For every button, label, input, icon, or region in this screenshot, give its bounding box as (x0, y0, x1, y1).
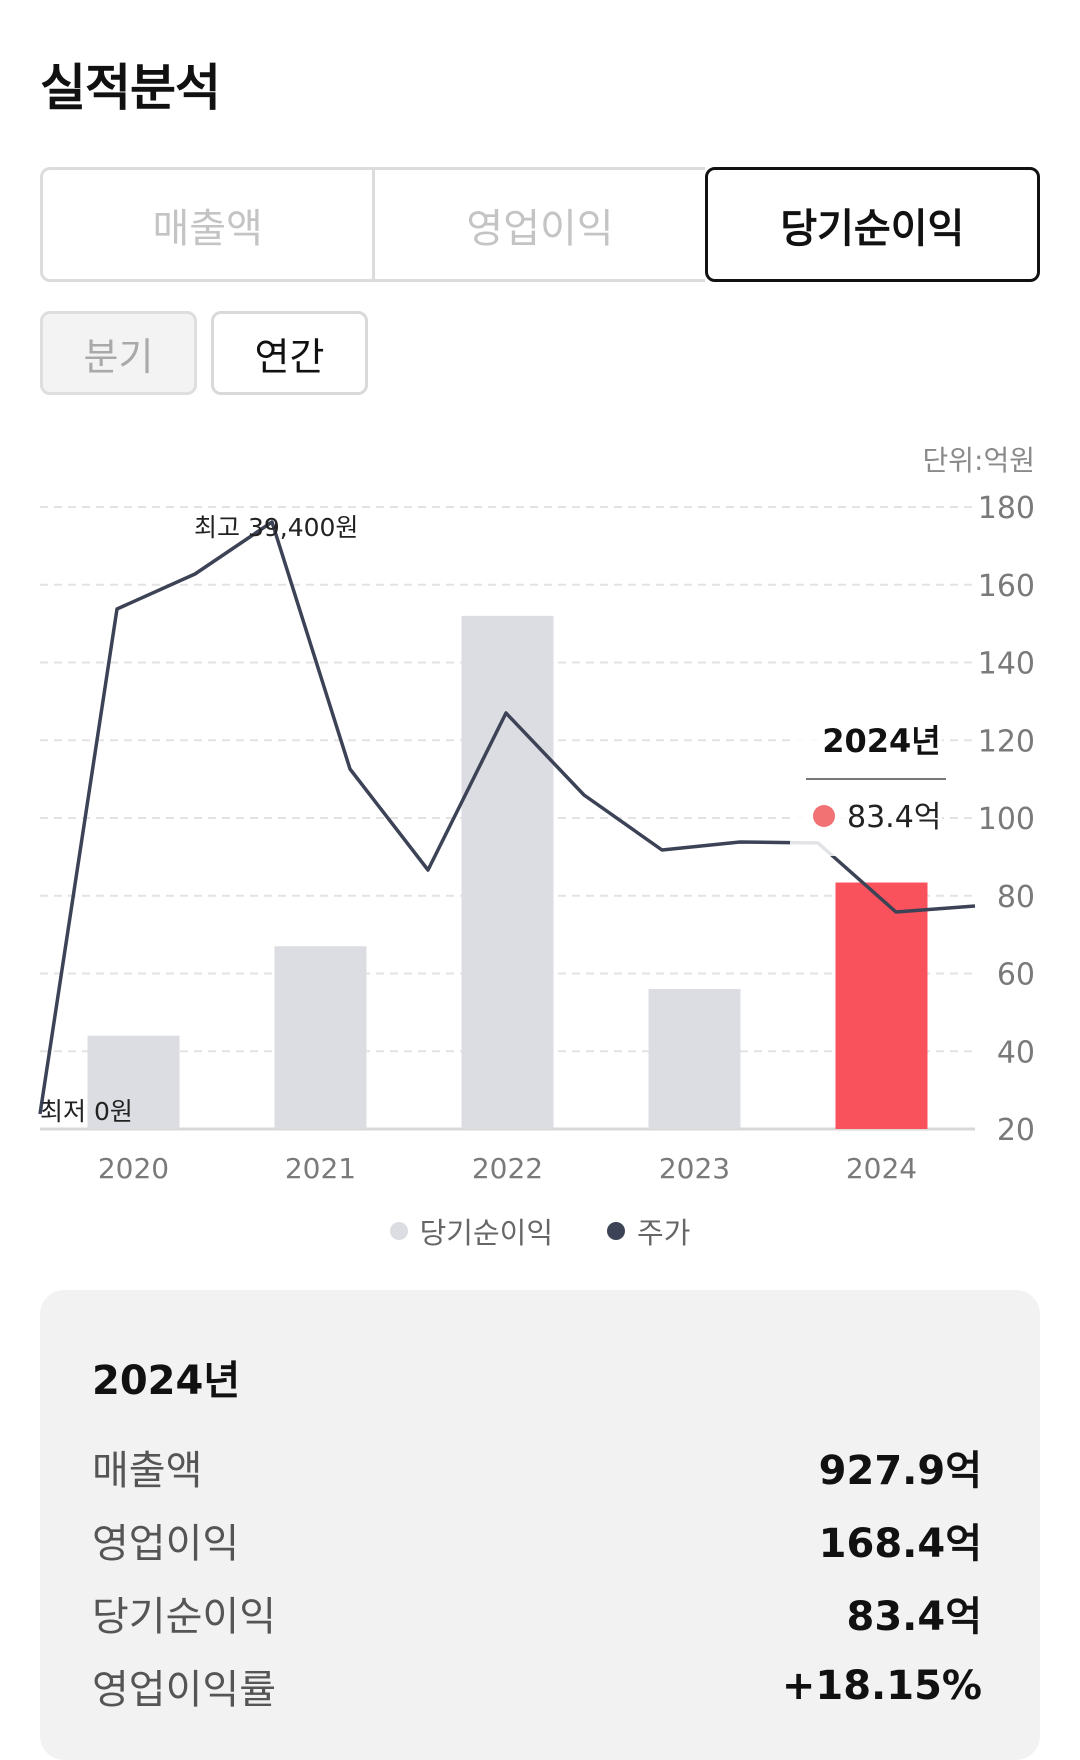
net-income-bars (87, 615, 928, 1129)
y-tick-label: 40 (997, 1035, 1035, 1070)
y-tick-label: 120 (978, 724, 1035, 759)
bar-2020 (87, 1035, 180, 1129)
tooltip-value: 83.4억 (847, 800, 941, 835)
tab-operating-profit[interactable]: 영업이익 (372, 167, 705, 282)
legend-item-stock-price: 주가 (607, 1210, 690, 1252)
tooltip-title: 2024년 (822, 722, 941, 760)
bar-2023 (648, 989, 741, 1129)
bar-2022 (461, 615, 554, 1129)
summary-row-operating-margin: 영업이익률 +18.15% (92, 1656, 982, 1716)
summary-value: 83.4억 (846, 1594, 983, 1640)
chart-legend: 당기순이익 주가 (0, 1210, 1080, 1252)
summary-row-revenue: 매출액 927.9억 (92, 1437, 982, 1497)
min-price-label: 최저 0원 (40, 1097, 133, 1126)
legend-label: 주가 (637, 1216, 691, 1250)
summary-row-net-income: 당기순이익 83.4억 (92, 1583, 982, 1643)
x-tick-label: 2024 (846, 1152, 917, 1185)
summary-value: 168.4억 (818, 1521, 982, 1567)
legend-dot-icon (389, 1222, 408, 1240)
axis-labels: 180 160 140 120 100 80 60 40 20 단위:억원 2020 2021 2022… (40, 444, 1035, 1185)
y-tick-label: 160 (978, 569, 1035, 604)
x-tick-label: 2023 (659, 1152, 730, 1185)
y-tick-label: 100 (978, 802, 1035, 837)
legend-item-net-income: 당기순이익 (389, 1210, 554, 1252)
bar-2024 (835, 882, 928, 1129)
period-toggle: 분기 연간 (40, 311, 368, 395)
tab-net-income[interactable]: 당기순이익 (704, 167, 1040, 282)
quarterly-button[interactable]: 분기 (40, 311, 197, 395)
page-title: 실적분석 (40, 59, 221, 117)
summary-card: 2024년 매출액 927.9억 영업이익 168.4억 당기순이익 83.4억… (40, 1290, 1040, 1760)
annual-button[interactable]: 연간 (211, 311, 368, 395)
earnings-chart[interactable]: 180 160 140 120 100 80 60 40 20 단위:억원 2020 2021 2022… (0, 440, 1080, 1200)
y-tick-label: 60 (997, 958, 1035, 993)
y-tick-label: 180 (978, 491, 1035, 526)
tooltip-box (790, 708, 942, 856)
legend-label: 당기순이익 (419, 1216, 554, 1250)
summary-value: 927.9억 (818, 1448, 982, 1494)
y-tick-label: 20 (997, 1113, 1035, 1148)
summary-value: +18.15% (781, 1663, 982, 1709)
summary-label: 당기순이익 (92, 1594, 276, 1640)
y-tick-label: 80 (997, 880, 1035, 915)
y-tick-label: 140 (978, 647, 1035, 682)
summary-label: 영업이익률 (92, 1667, 276, 1713)
summary-year: 2024년 (92, 1358, 241, 1404)
bar-2021 (274, 946, 367, 1129)
metric-tab-group: 매출액 영업이익 당기순이익 (40, 167, 1040, 282)
chart-tooltip: 2024년 83.4억 (790, 708, 946, 856)
summary-label: 매출액 (92, 1448, 203, 1494)
unit-label: 단위:억원 (923, 444, 1035, 477)
x-tick-label: 2022 (472, 1152, 543, 1185)
summary-row-operating-profit: 영업이익 168.4억 (92, 1510, 982, 1570)
tab-revenue[interactable]: 매출액 (40, 167, 373, 282)
x-tick-label: 2020 (98, 1152, 169, 1185)
legend-dot-icon (607, 1222, 626, 1240)
tooltip-dot-icon (813, 805, 835, 827)
summary-label: 영업이익 (92, 1521, 240, 1567)
x-tick-label: 2021 (285, 1152, 356, 1185)
max-price-label: 최고 39,400원 (194, 513, 358, 542)
